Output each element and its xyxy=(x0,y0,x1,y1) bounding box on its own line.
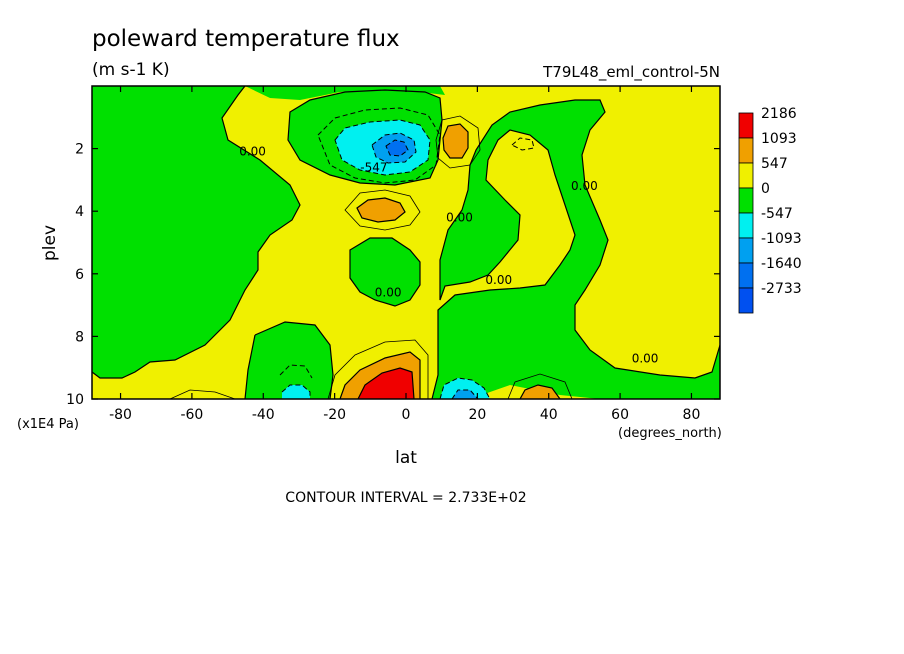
region-cyan-lower-left xyxy=(282,385,310,399)
legend-swatch xyxy=(738,187,754,214)
legend-label: -2733 xyxy=(761,281,802,297)
legend-swatch xyxy=(738,212,754,239)
legend-swatch xyxy=(738,287,754,314)
x-tick-label: -40 xyxy=(252,407,275,423)
x-axis-label: lat xyxy=(395,448,417,468)
legend-swatch xyxy=(738,137,754,164)
contour-label: 0.00 xyxy=(446,210,473,224)
chart-subtitle: (m s-1 K) xyxy=(92,60,170,80)
contour-lines xyxy=(92,86,720,399)
legend-label: -547 xyxy=(761,206,793,222)
x-tick-label: 20 xyxy=(468,407,486,423)
region-green-west xyxy=(92,86,300,378)
region-green-east xyxy=(432,100,720,399)
y-tick-label: 2 xyxy=(75,142,84,158)
region-darkblue-core xyxy=(386,140,408,156)
x-tick-label: -80 xyxy=(109,407,132,423)
y-tick-label: 6 xyxy=(75,267,84,283)
legend-label: 0 xyxy=(761,181,770,197)
legend-label: -1093 xyxy=(761,231,802,247)
contour-interval-text: CONTOUR INTERVAL = 2.733E+02 xyxy=(285,490,526,506)
y-axis: 2 4 6 8 10 xyxy=(66,142,720,408)
y-tick-label: 10 xyxy=(66,392,84,408)
contour-label: 0.00 xyxy=(571,179,598,193)
legend-swatch xyxy=(738,237,754,264)
x-tick-label: 60 xyxy=(611,407,629,423)
legend-label: -1640 xyxy=(761,256,802,272)
region-green-lower-left xyxy=(245,322,333,399)
legend-swatch xyxy=(738,162,754,189)
x-tick-label: 80 xyxy=(683,407,701,423)
contour-label: 0.00 xyxy=(239,145,266,159)
contour-labels: 0.00 -547 0.00 0.00 0.00 0.00 0.00 xyxy=(239,145,658,366)
contour-label: 0.00 xyxy=(485,273,512,287)
legend-swatch xyxy=(738,262,754,289)
region-orange-upper-right xyxy=(443,124,468,158)
x-tick-label: -20 xyxy=(323,407,346,423)
y-tick-label: 4 xyxy=(75,204,84,220)
x-units: (degrees_north) xyxy=(618,426,722,441)
legend-label: 547 xyxy=(761,156,788,172)
y-units: (x1E4 Pa) xyxy=(17,417,79,432)
run-label: T79L48_eml_control-5N xyxy=(542,63,720,82)
region-red-surface-core xyxy=(358,368,414,399)
y-axis-label: plev xyxy=(40,225,60,261)
region-green-top-strip xyxy=(245,86,445,100)
x-tick-label: 40 xyxy=(540,407,558,423)
x-tick-label: 0 xyxy=(402,407,411,423)
x-axis: -80 -60 -40 -20 0 20 40 60 80 xyxy=(109,86,700,423)
region-orange-midlevel xyxy=(357,198,405,222)
contour-label: -547 xyxy=(360,160,387,174)
region-green-middle xyxy=(350,238,420,306)
y-tick-label: 8 xyxy=(75,329,84,345)
x-tick-label: -60 xyxy=(180,407,203,423)
legend-swatch xyxy=(738,112,754,139)
legend-label: 2186 xyxy=(761,106,797,122)
chart-title: poleward temperature flux xyxy=(92,26,400,52)
contour-label: 0.00 xyxy=(375,286,402,300)
plot-area: 0.00 -547 0.00 0.00 0.00 0.00 0.00 xyxy=(92,86,720,399)
negative-contours xyxy=(279,107,535,399)
legend-label: 1093 xyxy=(761,131,797,147)
contour-label: 0.00 xyxy=(632,351,659,365)
legend: 2186 1093 547 0 -547 -1093 -1640 -2733 xyxy=(738,106,802,314)
